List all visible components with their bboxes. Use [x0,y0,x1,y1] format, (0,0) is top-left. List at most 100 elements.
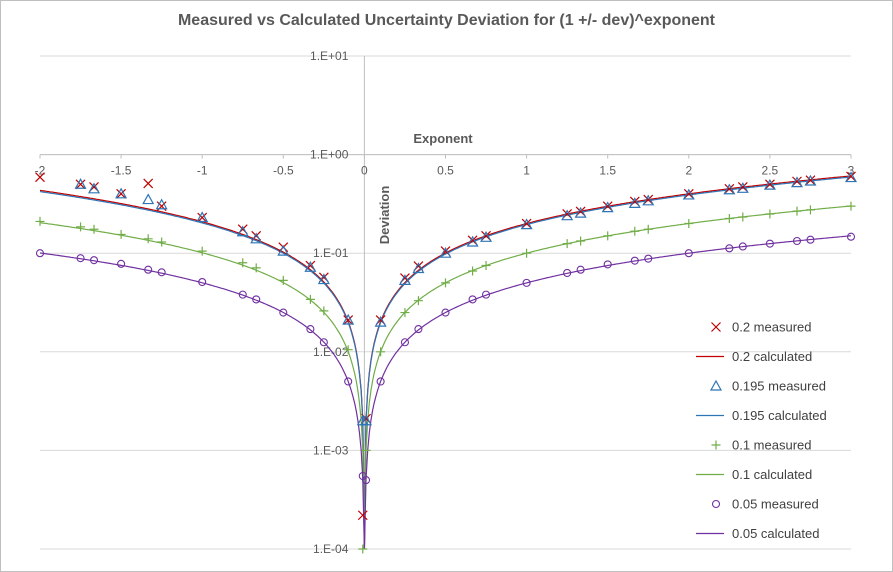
data-point [344,377,353,386]
data-point [792,236,802,246]
data-point [342,313,355,325]
data-point [630,226,640,236]
data-point [468,295,477,304]
data-point [480,231,493,242]
legend-marker-icon [711,499,721,509]
data-point [304,261,317,272]
data-point [117,259,126,268]
data-point [466,235,479,247]
series-line-0-2-calculated [39,175,852,550]
data-point [603,260,612,269]
data-point [197,246,207,256]
legend-entry: 0.195 measured [732,379,826,394]
x-tick-label: -1 [197,164,208,178]
data-point [374,315,387,327]
y-tick-label: 1.E-01 [313,246,349,260]
data-point [643,194,654,205]
data-point [576,265,585,274]
legend-entry: 0.05 measured [732,497,819,512]
data-point [319,338,328,347]
data-point [76,254,85,263]
x-tick-label: 0 [361,164,368,178]
data-point [277,244,290,256]
data-point [684,219,694,229]
legend-entry: 0.1 measured [732,438,812,453]
legend-entry: 0.2 calculated [732,349,812,364]
data-point [846,201,856,211]
y-tick-label: 1.E+00 [310,148,349,162]
data-point [196,211,209,223]
data-point [846,171,856,182]
data-point [684,249,693,258]
data-point [792,206,802,216]
data-point [738,212,748,222]
data-point [561,209,574,221]
data-point [736,182,749,193]
legend-entry: 0.05 calculated [732,526,819,541]
legend-marker-icon [711,440,721,450]
data-point [306,325,315,334]
data-point [642,194,655,206]
data-point [520,218,533,230]
legend-marker-icon [709,379,723,391]
data-point [376,347,386,357]
data-point [806,235,815,244]
data-point [805,205,815,215]
data-point [360,414,373,426]
data-point [765,209,775,219]
data-point [764,179,775,190]
y-axis-title: Deviation [377,186,392,245]
data-point [481,290,491,299]
data-point [35,249,45,258]
data-point [846,232,856,241]
x-tick-label: 2.5 [762,164,779,178]
data-point [413,296,423,306]
data-point [279,308,288,317]
x-tick-label: 0.5 [437,164,454,178]
data-point [238,290,247,299]
data-point [441,308,450,317]
data-point [792,176,802,187]
data-point [89,224,99,234]
x-tick-label: 2 [685,164,692,178]
data-point [398,274,411,285]
data-point [236,225,249,237]
data-point [116,229,126,239]
data-point [35,172,45,183]
data-point [439,246,452,258]
data-point [87,182,101,194]
data-point [251,263,261,273]
data-point [238,258,248,268]
data-point [157,237,167,247]
legend-marker-icon [711,322,721,332]
data-point [361,476,371,485]
data-point [522,278,531,287]
data-point [252,295,261,304]
series-line-0-195-calculated [39,176,852,550]
x-axis-title: Exponent [413,131,473,146]
data-point [805,175,816,186]
x-tick-label: 1 [523,164,530,178]
data-point [412,262,425,274]
data-point [603,231,613,241]
data-point [724,183,735,194]
data-point [576,236,586,246]
data-point [142,193,155,205]
data-point [305,294,315,304]
data-point [400,338,410,347]
data-point [376,377,385,386]
data-point [35,216,45,226]
data-point [317,273,330,285]
data-point [361,445,371,455]
data-point [250,232,263,244]
data-point [723,183,736,195]
x-tick-label: 1.5 [599,164,616,178]
data-point [765,239,774,248]
data-point [574,206,587,218]
data-point [76,222,86,232]
data-point [319,306,329,316]
data-point [400,308,410,318]
data-point [481,261,491,271]
